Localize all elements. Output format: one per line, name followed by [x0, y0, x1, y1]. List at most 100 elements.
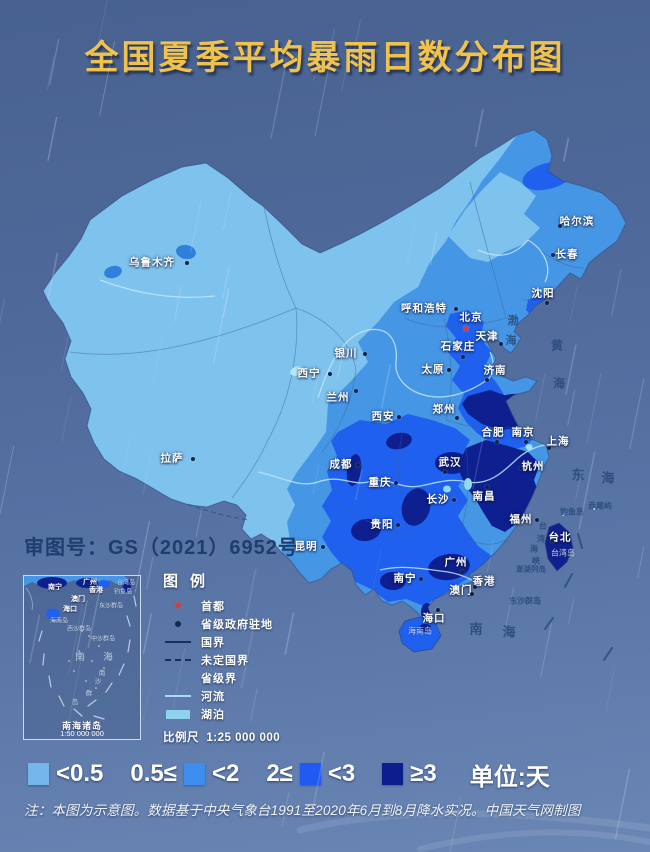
distribution-item-0: <0.5 [28, 760, 103, 788]
sea-label-渤海: 海 [505, 335, 517, 347]
city-label-海口: 海口 [422, 612, 446, 625]
city-dot [394, 481, 398, 485]
legend-symbol-line-dashed [163, 659, 193, 661]
city-label-武汉: 武汉 [438, 456, 462, 469]
city-label-济南: 济南 [483, 364, 507, 377]
distribution-prefix: 0.5≤ [130, 760, 177, 787]
legend-item-label: 湖泊 [201, 709, 225, 721]
city-dot [436, 608, 440, 612]
city-label-福州: 福州 [509, 513, 533, 526]
city-dot [524, 440, 528, 444]
city-dot [547, 446, 551, 450]
inset-nansha-char: 南 [98, 670, 106, 677]
city-label-拉萨: 拉萨 [160, 452, 184, 465]
sea-label-黄海: 黄 [550, 338, 564, 353]
distribution-suffix: <2 [211, 760, 240, 787]
city-dot [495, 440, 499, 444]
city-dot [185, 261, 189, 265]
legend-item-湖泊: 湖泊 [163, 705, 333, 723]
line-river-icon [165, 695, 191, 697]
legend-item-label: 未定国界 [201, 655, 249, 667]
city-label-郑州: 郑州 [432, 403, 456, 416]
sea-label-南海: 南 [469, 621, 483, 637]
city-label-贵阳: 贵阳 [370, 518, 394, 531]
sea-label-南海: 海 [502, 624, 516, 640]
island-label-赤尾屿: 赤尾屿 [588, 501, 612, 511]
city-label-重庆: 重庆 [368, 476, 392, 489]
city-dot [460, 570, 464, 574]
legend-item-label: 国界 [201, 637, 225, 649]
island-label-钓鱼岛: 钓鱼岛 [560, 507, 584, 517]
legend-symbol-star: ★ [163, 599, 193, 612]
sea-label-黄海: 海 [552, 376, 566, 391]
legend-item-未定国界: 未定国界 [163, 651, 333, 669]
distribution-legend: <0.5 0.5≤ <2 2≤ <3 ≥3 单位:天 [28, 758, 628, 791]
city-dot [447, 368, 451, 372]
city-label-澳门: 澳门 [449, 584, 473, 597]
legend-panel: 图例 ★ 首都 省级政府驻地 国界 未定国界 省级界 河流 湖泊 比例尺 1:25 000 0… [163, 570, 333, 745]
sea-label-台湾海峡: 湾 [537, 534, 545, 544]
distribution-swatch [28, 763, 49, 785]
inset-nansha-char: 沙 [94, 678, 102, 685]
sea-label-东海: 东 [571, 467, 585, 483]
distribution-suffix: ≥3 [410, 760, 437, 787]
legend-item-国界: 国界 [163, 633, 333, 651]
city-label-乌鲁木齐: 乌鲁木齐 [129, 256, 175, 269]
distribution-item-3: ≥3 [382, 760, 437, 788]
city-label-杭州: 杭州 [521, 460, 545, 473]
line-solid-icon [165, 641, 191, 643]
legend-item-省级界: 省级界 [163, 669, 333, 687]
rect-lake-icon [166, 709, 190, 719]
legend-symbol-line-river [163, 695, 193, 697]
legend-item-省级政府驻地: 省级政府驻地 [163, 615, 333, 633]
city-label-兰州: 兰州 [326, 391, 350, 404]
distribution-item-2: 2≤ <3 [266, 760, 355, 788]
city-label-太原: 太原 [421, 363, 445, 376]
city-label-呼和浩特: 呼和浩特 [401, 302, 447, 315]
inset-island-dots [68, 630, 105, 689]
city-dot [191, 457, 195, 461]
capital-star-icon: ★ [461, 322, 471, 335]
city-dot [519, 466, 523, 470]
distribution-legend-items: <0.5 0.5≤ <2 2≤ <3 ≥3 [28, 760, 464, 788]
inset-nansha-char: 群 [85, 690, 93, 697]
city-label-成都: 成都 [329, 458, 353, 471]
inset-sea-char: 海 [103, 652, 113, 663]
city-label-合肥: 合肥 [481, 426, 505, 439]
island-label-澎湖列岛: 澎湖列岛 [516, 564, 546, 574]
unit-label: 单位:天 [469, 763, 550, 791]
city-dot [356, 463, 360, 467]
inset-vietnam-coast [25, 587, 33, 611]
city-dot [455, 416, 459, 420]
city-label-石家庄: 石家庄 [440, 340, 476, 353]
distribution-item-1: 0.5≤ <2 [130, 760, 239, 788]
city-dot [499, 342, 503, 346]
city-label-哈尔滨: 哈尔滨 [559, 215, 595, 228]
city-label-天津: 天津 [475, 330, 499, 343]
legend-item-label: 河流 [201, 691, 225, 703]
scale-label: 比例尺 [163, 732, 199, 744]
distribution-swatch [382, 763, 404, 785]
city-dot [551, 253, 555, 257]
city-dot [452, 498, 456, 502]
island-label-海南岛: 海南岛 [408, 626, 432, 636]
legend-item-label: 首都 [201, 601, 225, 613]
city-label-广州: 广州 [444, 556, 468, 569]
city-dot [443, 470, 447, 474]
sea-label-东海: 海 [601, 470, 615, 486]
legend-item-河流: 河流 [163, 687, 333, 705]
distribution-swatch [183, 763, 205, 785]
legend-item-首都: ★ 首都 [163, 597, 333, 615]
line-dashed-icon [165, 659, 191, 661]
island-label-东沙群岛: 东沙群岛 [509, 596, 541, 606]
legend-symbol-dot [163, 621, 193, 627]
city-dot [363, 352, 367, 356]
city-label-长春: 长春 [555, 248, 579, 261]
city-label-西安: 西安 [371, 410, 395, 423]
inset-caption: 南海诸岛 [61, 721, 102, 731]
star-icon: ★ [173, 599, 183, 612]
legend-item-label: 省级界 [201, 673, 237, 685]
city-label-沈阳: 沈阳 [531, 287, 555, 300]
legend-scale: 比例尺 1:25 000 000 [163, 729, 333, 745]
distribution-suffix: <3 [327, 760, 356, 787]
